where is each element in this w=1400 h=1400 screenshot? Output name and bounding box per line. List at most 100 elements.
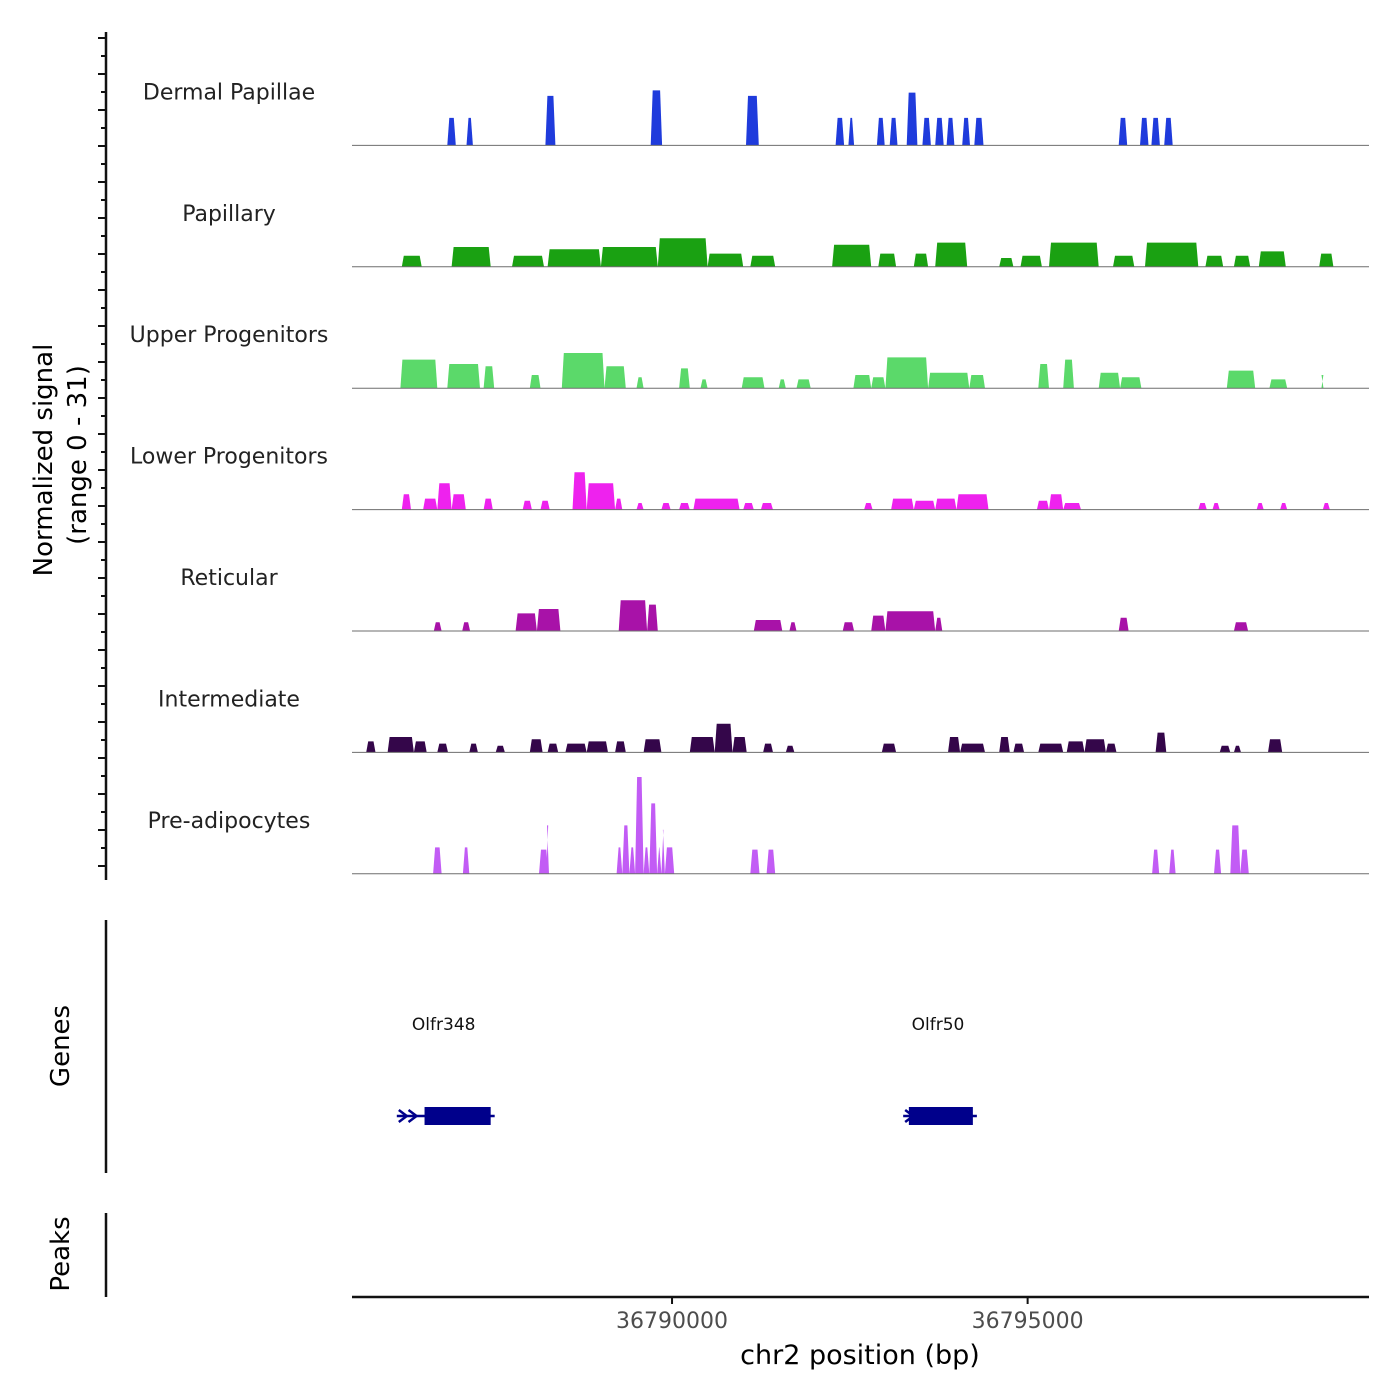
signal-peak bbox=[433, 847, 442, 874]
signal-peak bbox=[999, 258, 1014, 267]
signal-peak bbox=[785, 745, 795, 753]
signal-peak bbox=[835, 117, 845, 146]
gene-strand-arrow bbox=[407, 1109, 419, 1123]
signal-peak bbox=[948, 737, 961, 753]
signal-peak bbox=[387, 737, 414, 753]
signal-peak bbox=[1038, 364, 1049, 389]
signal-peak bbox=[650, 90, 663, 146]
signal-peak bbox=[495, 745, 505, 753]
signal-peak bbox=[643, 847, 650, 874]
signal-peak bbox=[661, 829, 665, 874]
signal-peak bbox=[832, 244, 872, 267]
signal-peak bbox=[536, 609, 561, 631]
track-pre-adipocytes: Pre-adipocytes bbox=[148, 777, 1369, 875]
signal-peak bbox=[935, 498, 957, 510]
signal-peak bbox=[615, 741, 626, 753]
signal-peak bbox=[1151, 117, 1160, 146]
signal-peak bbox=[561, 353, 605, 389]
signal-peak bbox=[743, 503, 754, 510]
signal-peak bbox=[1152, 849, 1160, 874]
signal-peak bbox=[750, 255, 776, 267]
gene-exon bbox=[424, 1107, 491, 1125]
signal-peak bbox=[636, 377, 644, 389]
signal-peak bbox=[714, 723, 733, 753]
signal-peak bbox=[1233, 622, 1249, 631]
signal-peak bbox=[707, 253, 744, 267]
signal-peak bbox=[700, 379, 708, 389]
signal-peak bbox=[661, 503, 671, 510]
signal-peak bbox=[1319, 253, 1334, 267]
signal-peak bbox=[946, 117, 955, 146]
signal-peak bbox=[400, 359, 438, 389]
track-label: Lower Progenitors bbox=[130, 445, 328, 470]
signal-peak bbox=[604, 366, 626, 389]
signal-peak bbox=[885, 357, 929, 389]
signal-peak bbox=[871, 377, 886, 389]
signal-peak bbox=[1038, 743, 1064, 753]
signal-peak bbox=[913, 253, 929, 267]
signal-peak bbox=[876, 117, 885, 146]
signal-peak bbox=[741, 377, 765, 389]
signal-peak bbox=[547, 249, 601, 267]
signal-peak bbox=[732, 737, 747, 753]
signal-peak bbox=[1256, 503, 1264, 510]
signal-peak bbox=[433, 622, 442, 631]
signal-peak bbox=[1219, 745, 1231, 753]
y-axis-title-line1: Normalized signal bbox=[29, 344, 59, 577]
signal-peak bbox=[1063, 359, 1074, 389]
signal-peak bbox=[1280, 503, 1288, 510]
signal-peak bbox=[689, 737, 715, 753]
signal-peak bbox=[746, 95, 759, 146]
signal-peak bbox=[649, 803, 658, 874]
gene-strand-arrow bbox=[398, 1109, 409, 1123]
track-upper-progenitors: Upper Progenitors bbox=[130, 323, 1369, 389]
x-axis-title: chr2 position (bp) bbox=[740, 1340, 980, 1371]
signal-peak bbox=[618, 600, 648, 631]
signal-peak bbox=[643, 739, 662, 753]
signal-peak bbox=[539, 849, 549, 874]
signal-peak bbox=[586, 483, 616, 510]
gene-olfr348: Olfr348 bbox=[396, 1015, 495, 1125]
signal-peak bbox=[447, 117, 456, 146]
gene-track: Olfr348 Olfr50 bbox=[396, 1015, 977, 1125]
signal-peak bbox=[969, 375, 985, 389]
signal-peak bbox=[657, 847, 662, 874]
signal-peak bbox=[401, 494, 411, 510]
signal-peak bbox=[1212, 503, 1220, 510]
signal-peak bbox=[1321, 375, 1324, 389]
signal-peak bbox=[483, 366, 495, 389]
signal-peak bbox=[615, 498, 623, 510]
signal-peak bbox=[522, 500, 532, 510]
track-label: Papillary bbox=[182, 202, 276, 227]
signal-peak bbox=[512, 255, 544, 267]
signal-peak bbox=[1214, 849, 1222, 874]
gene-exon bbox=[908, 1107, 973, 1125]
signal-peak bbox=[935, 117, 944, 146]
signal-peak bbox=[1155, 732, 1167, 753]
signal-peak bbox=[366, 741, 376, 753]
signal-peak bbox=[1036, 500, 1049, 510]
signal-peak bbox=[878, 253, 897, 267]
track-dermal-papillae: Dermal Papillae bbox=[143, 80, 1369, 146]
genes-panel-label: Genes bbox=[46, 1005, 76, 1087]
signal-peak bbox=[1098, 372, 1121, 389]
y-axis-title-line2: (range 0 - 31) bbox=[63, 365, 93, 545]
signal-peak bbox=[466, 117, 473, 146]
track-label: Reticular bbox=[180, 566, 278, 591]
signal-peak bbox=[545, 95, 556, 146]
signal-peak bbox=[1013, 743, 1025, 753]
gene-label: Olfr348 bbox=[412, 1015, 476, 1035]
signal-peak bbox=[1118, 617, 1129, 631]
signal-peak bbox=[760, 503, 773, 510]
signal-peak bbox=[1169, 849, 1176, 874]
track-reticular: Reticular bbox=[180, 566, 1369, 632]
signal-peak bbox=[1120, 377, 1142, 389]
signal-peak bbox=[447, 364, 480, 389]
x-tick-label: 36795000 bbox=[972, 1309, 1084, 1334]
signal-peak bbox=[565, 743, 587, 753]
signal-peak bbox=[1145, 242, 1199, 267]
signal-peak bbox=[1269, 379, 1288, 389]
signal-peak bbox=[913, 500, 936, 510]
signal-peak bbox=[1198, 503, 1207, 510]
